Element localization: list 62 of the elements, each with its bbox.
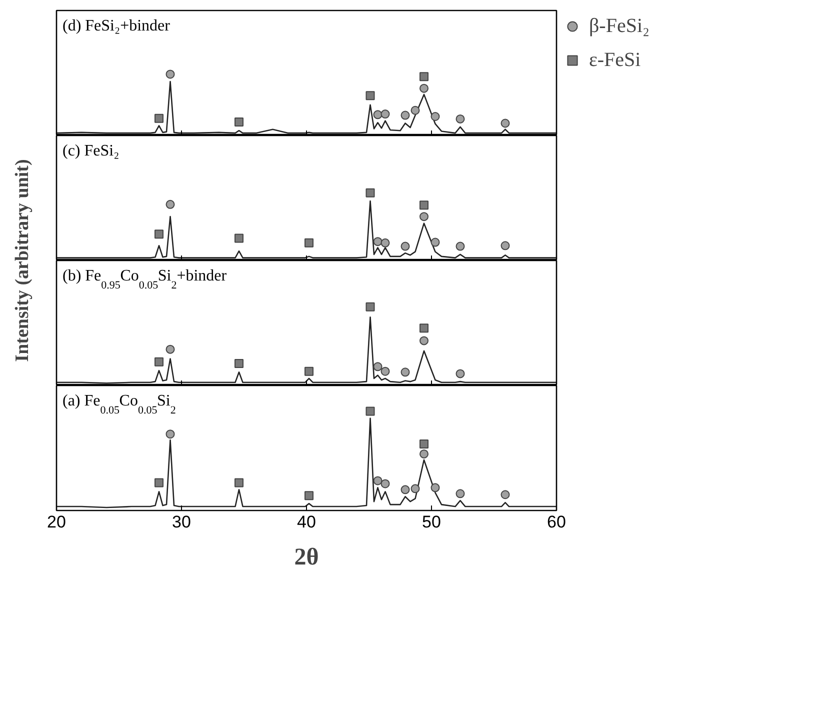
point [366, 91, 375, 100]
point [420, 324, 428, 333]
point [234, 118, 244, 127]
x-tick-label: 30 [172, 512, 191, 532]
point [166, 430, 175, 439]
point [420, 212, 428, 222]
point [373, 476, 382, 486]
point [380, 479, 390, 488]
point [500, 490, 510, 500]
point [420, 200, 428, 210]
legend-label: ε-FeSi [589, 48, 641, 72]
point [456, 114, 465, 124]
x-tick-label: 60 [547, 512, 566, 532]
point [400, 485, 410, 494]
point [500, 118, 510, 128]
point [373, 237, 382, 246]
x-axis-title: 2θ [294, 544, 319, 570]
point [456, 242, 465, 251]
point [400, 110, 410, 120]
point [400, 368, 410, 377]
point [430, 238, 440, 247]
point [304, 238, 314, 248]
x-tick-label: 50 [422, 512, 441, 532]
point [373, 110, 382, 120]
x-tick-label: 40 [297, 512, 316, 532]
point [410, 484, 420, 494]
point [456, 489, 465, 498]
point [400, 242, 410, 251]
point [420, 72, 428, 82]
y-axis-title: Intensity (arbitrary unit) [12, 159, 33, 362]
point [373, 362, 382, 372]
point [304, 366, 314, 376]
point [410, 106, 420, 115]
point [166, 70, 175, 79]
point [166, 344, 175, 354]
point [420, 336, 428, 346]
chart-title: (c) FeSi₂ [62, 142, 120, 160]
point [166, 200, 175, 209]
point [500, 241, 510, 250]
point [154, 114, 164, 123]
point [234, 234, 244, 243]
point [420, 449, 428, 458]
point [430, 112, 440, 121]
point [304, 491, 314, 500]
point [380, 238, 390, 248]
chart-title: (d) FeSi₂+binder [62, 18, 171, 34]
legend-label: β-FeSi₂ [589, 14, 650, 38]
point [456, 369, 465, 378]
point [420, 84, 428, 93]
point [234, 478, 244, 488]
point [154, 478, 164, 488]
point [154, 230, 164, 239]
point [154, 357, 164, 366]
point [366, 406, 375, 416]
point [380, 110, 390, 119]
point [366, 188, 375, 198]
point [366, 302, 375, 312]
point [234, 358, 244, 368]
x-tick-label: 20 [47, 512, 66, 532]
point [380, 366, 390, 376]
point [430, 483, 440, 492]
point [420, 440, 428, 449]
